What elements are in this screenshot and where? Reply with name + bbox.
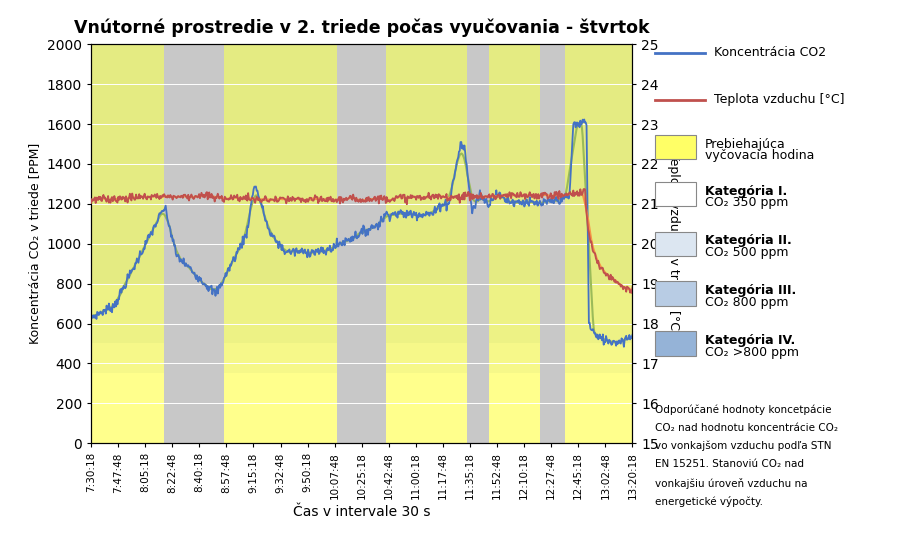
- Text: CO₂ 350 ppm: CO₂ 350 ppm: [705, 196, 789, 209]
- Text: Prebiehajúca: Prebiehajúca: [705, 137, 786, 151]
- Text: CO₂ 800 ppm: CO₂ 800 ppm: [705, 296, 789, 309]
- Text: Kategória I.: Kategória I.: [705, 184, 787, 198]
- Bar: [386, 44, 468, 443]
- Text: CO₂ 500 ppm: CO₂ 500 ppm: [705, 246, 789, 259]
- Y-axis label: Koncentrácia CO₂ v triede [PPM]: Koncentrácia CO₂ v triede [PPM]: [28, 143, 41, 345]
- Text: Kategória III.: Kategória III.: [705, 284, 796, 297]
- Bar: [468, 44, 489, 443]
- Bar: [224, 44, 338, 443]
- Text: Odporúčané hodnoty koncetрácie: Odporúčané hodnoty koncetрácie: [655, 404, 832, 415]
- Bar: [489, 44, 541, 443]
- Text: Kategória IV.: Kategória IV.: [705, 334, 795, 347]
- Text: vo vonkajšom vzduchu podľa STN: vo vonkajšom vzduchu podľa STN: [655, 441, 832, 452]
- Bar: [164, 44, 224, 443]
- Text: Kategória II.: Kategória II.: [705, 234, 792, 248]
- Text: Koncentrácia CO2: Koncentrácia CO2: [714, 46, 826, 59]
- Text: Teplota vzduchu [°C]: Teplota vzduchu [°C]: [714, 93, 844, 106]
- Bar: [565, 44, 632, 443]
- Bar: [338, 44, 386, 443]
- Title: Vnútorné prostredie v 2. triede počas vyučovania - štvrtok: Vnútorné prostredie v 2. triede počas vy…: [74, 19, 650, 37]
- Text: EN 15251. Stanoviú CO₂ nad: EN 15251. Stanoviú CO₂ nad: [655, 459, 804, 469]
- Text: CO₂ nad hodnotu koncentrácie CO₂: CO₂ nad hodnotu koncentrácie CO₂: [655, 423, 838, 433]
- Text: vonkajšiu úroveň vzduchu na: vonkajšiu úroveň vzduchu na: [655, 478, 808, 489]
- Bar: [91, 44, 632, 284]
- Bar: [91, 373, 632, 443]
- Y-axis label: Teplota vzduchu v triede [°C]: Teplota vzduchu v triede [°C]: [667, 152, 680, 335]
- X-axis label: Čas v intervale 30 s: Čas v intervale 30 s: [293, 505, 430, 519]
- Text: vyčovacia hodina: vyčovacia hodina: [705, 149, 814, 162]
- Bar: [91, 343, 632, 373]
- Bar: [91, 284, 632, 343]
- Text: CO₂ >800 ppm: CO₂ >800 ppm: [705, 346, 799, 359]
- Text: energetické výpočty.: energetické výpočty.: [655, 496, 763, 507]
- Bar: [91, 44, 164, 443]
- Bar: [541, 44, 565, 443]
